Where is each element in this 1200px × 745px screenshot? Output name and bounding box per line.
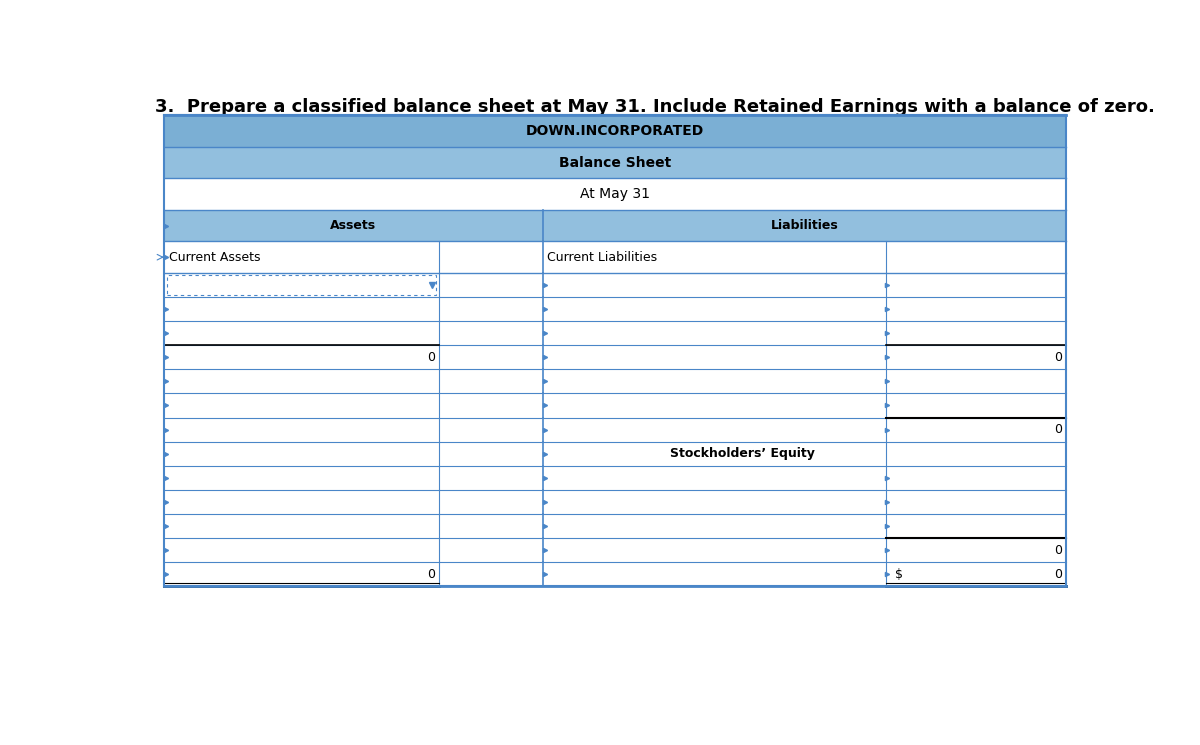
Bar [164, 442, 1066, 466]
Bar [164, 562, 1066, 586]
Bar [164, 489, 1066, 514]
Bar [164, 147, 1066, 178]
Text: 3.  Prepare a classified balance sheet at May 31. Include Retained Earnings with: 3. Prepare a classified balance sheet at… [155, 98, 1154, 116]
Bar [164, 273, 1066, 297]
Bar [164, 345, 1066, 370]
Bar [164, 370, 1066, 393]
Bar [164, 210, 1066, 241]
Text: DOWN.INCORPORATED: DOWN.INCORPORATED [526, 124, 704, 138]
Text: 0: 0 [427, 351, 436, 364]
Text: Balance Sheet: Balance Sheet [559, 156, 671, 170]
Bar [164, 321, 1066, 345]
Text: Current Assets: Current Assets [168, 251, 260, 264]
Bar [164, 466, 1066, 489]
Bar [164, 241, 1066, 273]
Text: Assets: Assets [330, 219, 377, 232]
Text: $: $ [895, 568, 902, 580]
Bar [164, 393, 1066, 417]
Bar [164, 417, 1066, 442]
Text: 0: 0 [1055, 568, 1062, 580]
Text: 0: 0 [1055, 351, 1062, 364]
Text: At May 31: At May 31 [580, 187, 650, 201]
Text: 0: 0 [427, 568, 436, 580]
Text: 0: 0 [1055, 544, 1062, 557]
Bar [164, 115, 1066, 147]
Bar [164, 514, 1066, 538]
Bar [164, 115, 1066, 586]
Bar [164, 178, 1066, 210]
Bar [164, 297, 1066, 321]
Text: Current Liabilities: Current Liabilities [547, 251, 658, 264]
Text: Stockholders’ Equity: Stockholders’ Equity [670, 447, 815, 460]
Text: 0: 0 [1055, 423, 1062, 436]
Text: Liabilities: Liabilities [770, 219, 839, 232]
Bar [164, 538, 1066, 562]
